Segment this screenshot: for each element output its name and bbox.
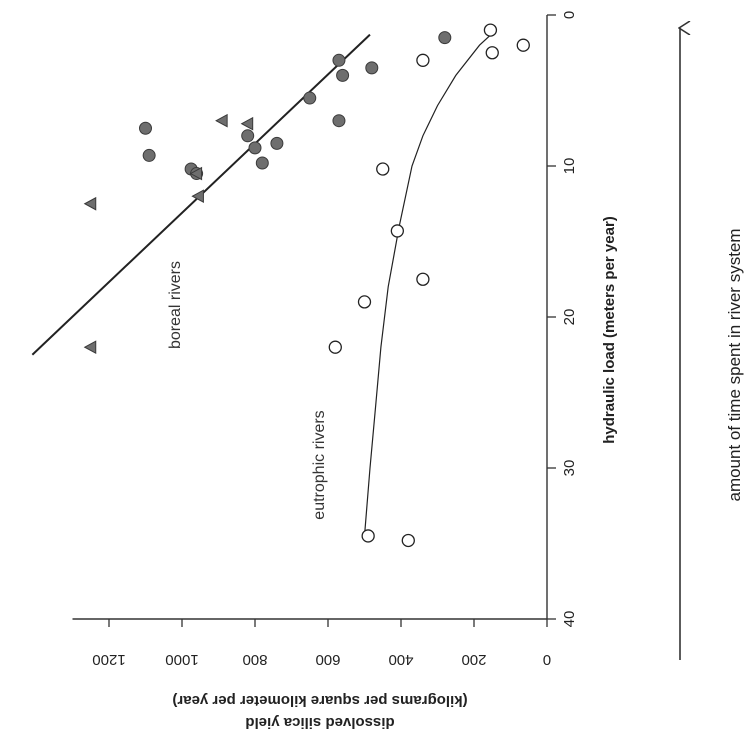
x-tick-label: 0 [561,11,578,19]
y-tick-label: 0 [543,651,551,668]
boreal-point [142,148,156,162]
boreal-point [438,31,452,45]
x-tick-label: 30 [561,460,578,477]
x-axis-title: hydraulic load (meters per year) [601,216,618,444]
eutrophic-point [483,23,498,37]
eutrophic-point [361,529,375,543]
boreal-point [365,61,379,75]
boreal-point [270,136,284,150]
eutrophic-point [416,53,430,67]
boreal-point [255,156,269,170]
eutrophic-rivers-label: eutrophic rivers [311,410,328,519]
y-tick-label: 800 [242,651,267,668]
y-axis-subtitle: (kilograms per square kilometer per year… [172,692,467,709]
eutrophic-point [416,272,430,286]
axes [72,15,548,620]
x-tick-label: 40 [561,611,578,628]
eutrophic-point [401,533,415,548]
boreal-point [303,91,317,105]
boreal-point [332,53,346,67]
boreal-point [248,141,262,155]
time-side-note: amount of time spent in river system [725,228,744,501]
x-tick-label: 20 [561,309,578,326]
y-tick-label: 1000 [165,651,198,668]
boreal-point [139,121,152,135]
data-points [83,23,530,548]
boreal-triangle-point [240,116,254,131]
boreal-triangle-point [83,196,97,211]
x-tick-label: 10 [561,158,578,175]
eutrophic-point [376,162,390,176]
boreal-triangle-point [215,113,228,128]
y-tick-label: 400 [388,651,413,668]
boreal-triangle-point [83,340,97,355]
boreal-triangle-point [189,166,203,181]
eutrophic-point [390,224,405,238]
eutrophic-point [516,38,530,52]
eutrophic-point [357,295,372,309]
eutrophic-fit-curve [363,29,497,536]
boreal-point [336,68,350,82]
boreal-triangle-point [191,189,204,204]
eutrophic-point [485,46,499,60]
boreal-point [332,114,346,128]
y-tick-label: 1200 [92,651,125,668]
boreal-rivers-label: boreal rivers [167,261,184,349]
eutrophic-point [328,340,342,354]
boreal-point [241,129,255,143]
y-tick-label: 200 [461,651,486,668]
y-tick-label: 600 [315,651,340,668]
y-axis-title: dissolved silica yield [245,714,394,731]
